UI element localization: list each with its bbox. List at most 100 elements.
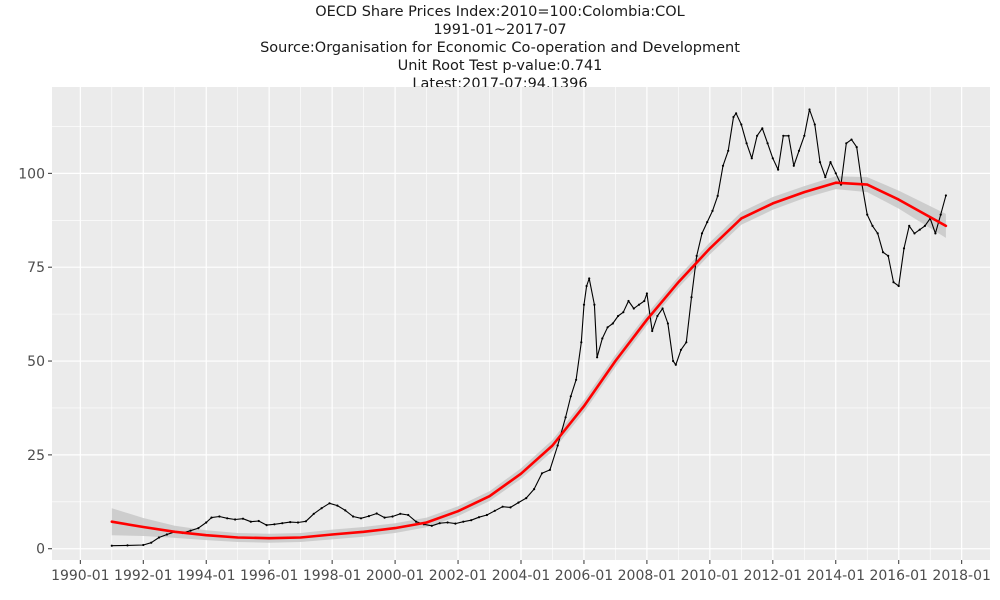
- data-point: [226, 517, 229, 520]
- data-point: [803, 134, 806, 137]
- data-point: [336, 504, 339, 507]
- data-point: [525, 497, 528, 500]
- series-points: [110, 108, 948, 547]
- data-point: [761, 127, 764, 130]
- data-point: [320, 507, 323, 510]
- data-point: [540, 472, 544, 475]
- data-point: [777, 168, 780, 171]
- data-point: [157, 536, 161, 539]
- x-tick-label: 2012-01: [744, 568, 803, 584]
- data-point: [462, 520, 465, 523]
- data-point: [892, 281, 895, 284]
- data-point: [189, 529, 192, 532]
- data-point: [296, 521, 300, 524]
- trend-line: [110, 181, 948, 540]
- data-point: [446, 521, 449, 524]
- data-point: [391, 515, 394, 518]
- data-point: [485, 513, 488, 517]
- title-line-3: Source:Organisation for Economic Co-oper…: [260, 40, 740, 56]
- data-point: [477, 516, 481, 519]
- data-point: [721, 164, 725, 167]
- data-point: [866, 213, 869, 216]
- data-point: [881, 251, 885, 254]
- data-point: [533, 488, 536, 491]
- data-point: [205, 521, 208, 524]
- data-point: [359, 517, 363, 520]
- data-point: [596, 356, 599, 359]
- data-point: [792, 164, 795, 167]
- data-point: [908, 224, 911, 227]
- data-point: [548, 468, 552, 471]
- data-point: [897, 284, 900, 288]
- y-tick-label: 25: [27, 448, 45, 464]
- data-point: [756, 134, 759, 137]
- data-point: [582, 303, 586, 306]
- data-point: [797, 149, 801, 152]
- x-tick-label: 2014-01: [807, 568, 866, 584]
- data-point: [622, 311, 625, 314]
- data-point: [845, 142, 848, 145]
- data-point: [454, 522, 457, 525]
- data-point: [265, 524, 268, 527]
- data-point: [674, 363, 677, 366]
- x-tick-label: 2010-01: [681, 568, 740, 584]
- data-point: [727, 149, 730, 152]
- title-line-2: 1991-01~2017-07: [433, 22, 567, 38]
- x-tick-label: 1990-01: [51, 568, 110, 584]
- y-tick-label: 50: [27, 354, 45, 370]
- data-point: [787, 134, 790, 137]
- data-point: [569, 395, 572, 398]
- y-axis: 0 25 50 75 100: [18, 166, 52, 558]
- data-point: [706, 221, 709, 224]
- data-point: [273, 523, 276, 526]
- confidence-band: [111, 176, 946, 543]
- data-point: [606, 326, 609, 329]
- x-tick-label: 1998-01: [303, 568, 362, 584]
- data-point: [913, 232, 916, 235]
- data-point: [782, 134, 785, 137]
- data-point: [939, 213, 942, 216]
- data-point: [923, 224, 927, 227]
- data-point: [813, 123, 816, 126]
- data-point: [281, 522, 284, 525]
- data-point: [601, 337, 604, 340]
- data-point: [771, 157, 774, 160]
- data-point: [142, 543, 145, 547]
- data-point: [944, 194, 948, 197]
- data-point: [344, 509, 347, 512]
- data-point: [150, 541, 153, 544]
- x-tick-label: 2016-01: [869, 568, 928, 584]
- x-tick-label: 2006-01: [555, 568, 614, 584]
- data-point: [249, 520, 252, 523]
- data-point: [750, 157, 753, 160]
- data-point: [732, 115, 735, 119]
- data-point: [312, 512, 315, 515]
- data-point: [690, 296, 693, 299]
- data-point: [210, 516, 213, 519]
- data-point: [666, 322, 670, 325]
- data-point: [661, 307, 664, 310]
- data-point: [934, 232, 937, 235]
- title-line-1: OECD Share Prices Index:2010=100:Colombi…: [315, 4, 685, 20]
- data-point: [685, 341, 688, 344]
- data-point: [632, 307, 635, 310]
- data-point: [585, 284, 588, 288]
- data-point: [438, 522, 441, 525]
- data-point: [352, 515, 355, 518]
- data-point: [588, 277, 591, 280]
- chart-title: OECD Share Prices Index:2010=100:Colombi…: [0, 3, 1000, 93]
- title-line-4: Unit Root Test p-value:0.741: [397, 58, 603, 74]
- data-point: [304, 520, 307, 523]
- data-point: [197, 527, 200, 530]
- data-point: [902, 247, 906, 250]
- data-point: [716, 194, 719, 197]
- x-tick-label: 1992-01: [114, 568, 173, 584]
- data-point: [241, 517, 245, 520]
- data-point: [580, 341, 583, 344]
- data-point: [745, 142, 748, 145]
- data-point: [517, 501, 520, 504]
- data-point: [611, 322, 614, 325]
- data-point: [876, 232, 879, 235]
- data-point: [617, 314, 620, 318]
- data-point: [656, 314, 659, 318]
